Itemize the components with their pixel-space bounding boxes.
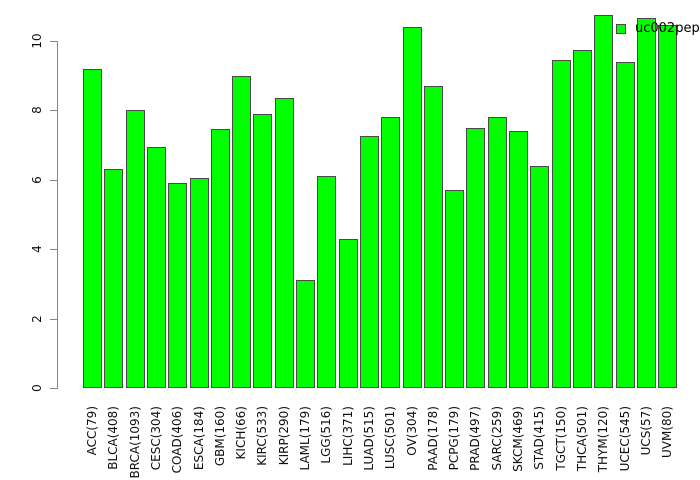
x-label-ACC(79): ACC(79) [85,406,99,456]
bar-LUAD(515) [360,136,379,388]
bar-LGG(516) [317,176,336,388]
bar-LAML(179) [296,280,315,388]
bar-SARC(259) [488,117,507,388]
y-tick-label: 0 [30,384,44,392]
x-label-BLCA(408): BLCA(408) [106,406,120,470]
legend-swatch-icon [616,23,626,34]
bar-THYM(120) [594,15,613,388]
x-label-TGCT(150): TGCT(150) [554,406,568,471]
x-label-PCPG(179): PCPG(179) [447,406,461,471]
bar-PRAD(497) [466,128,485,388]
x-label-LGG(516): LGG(516) [319,406,333,464]
x-label-LIHC(371): LIHC(371) [341,406,355,466]
y-tick-label: 10 [30,33,44,49]
y-tick-label: 4 [30,245,44,254]
y-tick-mark [50,179,57,181]
x-label-LUSC(501): LUSC(501) [383,406,397,470]
bar-GBM(160) [211,129,230,388]
x-label-OV(304): OV(304) [405,406,419,456]
y-tick-mark [50,41,57,42]
bar-UCEC(545) [616,62,635,388]
x-label-SKCM(469): SKCM(469) [511,406,525,472]
y-axis-line [57,41,58,389]
bar-UCS(57) [637,18,656,388]
x-label-KIRC(533): KIRC(533) [255,406,269,466]
bar-PAAD(178) [424,86,443,388]
bar-BRCA(1093) [126,110,145,388]
bar-THCA(501) [573,50,592,388]
bar-KIRC(533) [253,114,272,388]
bar-KIRP(290) [275,98,294,388]
x-label-UVM(80): UVM(80) [660,406,674,458]
bar-ESCA(184) [190,178,209,388]
y-tick-mark [50,388,57,389]
bar-BLCA(408) [104,169,123,388]
bar-SKCM(469) [509,131,528,388]
y-tick-mark [50,318,57,320]
y-tick-label: 8 [30,106,44,115]
x-label-STAD(415): STAD(415) [532,406,546,470]
bar-STAD(415) [530,166,549,388]
x-label-UCS(57): UCS(57) [639,406,653,456]
x-label-PRAD(497): PRAD(497) [468,406,482,471]
bar-PCPG(179) [445,190,464,388]
y-tick-label: 2 [30,314,44,323]
y-tick-mark [50,110,57,112]
x-label-KIRP(290): KIRP(290) [277,406,291,466]
y-tick-label: 6 [30,175,44,184]
bar-ACC(79) [83,69,102,388]
x-label-BRCA(1093): BRCA(1093) [128,406,142,479]
bar-TGCT(150) [552,60,571,388]
x-label-CESC(304): CESC(304) [149,406,163,471]
x-label-PAAD(178): PAAD(178) [426,406,440,471]
bar-LIHC(371) [339,239,358,388]
x-label-ESCA(184): ESCA(184) [192,406,206,471]
y-tick-mark [50,249,57,251]
x-label-THYM(120): THYM(120) [596,406,610,473]
x-label-KICH(66): KICH(66) [234,406,248,460]
bar-OV(304) [403,27,422,388]
x-label-GBM(160): GBM(160) [213,406,227,467]
x-label-THCA(501): THCA(501) [575,406,589,472]
bar-COAD(406) [168,183,187,388]
x-label-COAD(406): COAD(406) [170,406,184,474]
x-label-SARC(259): SARC(259) [490,406,504,471]
bar-CESC(304) [147,147,166,388]
bar-KICH(66) [232,76,251,388]
bar-LUSC(501) [381,117,400,388]
legend-label: uc002pep [635,21,700,36]
bar-UVM(80) [658,25,677,388]
x-label-LAML(179): LAML(179) [298,406,312,471]
legend: uc002pep [616,21,700,36]
x-label-UCEC(545): UCEC(545) [618,406,632,472]
x-label-LUAD(515): LUAD(515) [362,406,376,471]
